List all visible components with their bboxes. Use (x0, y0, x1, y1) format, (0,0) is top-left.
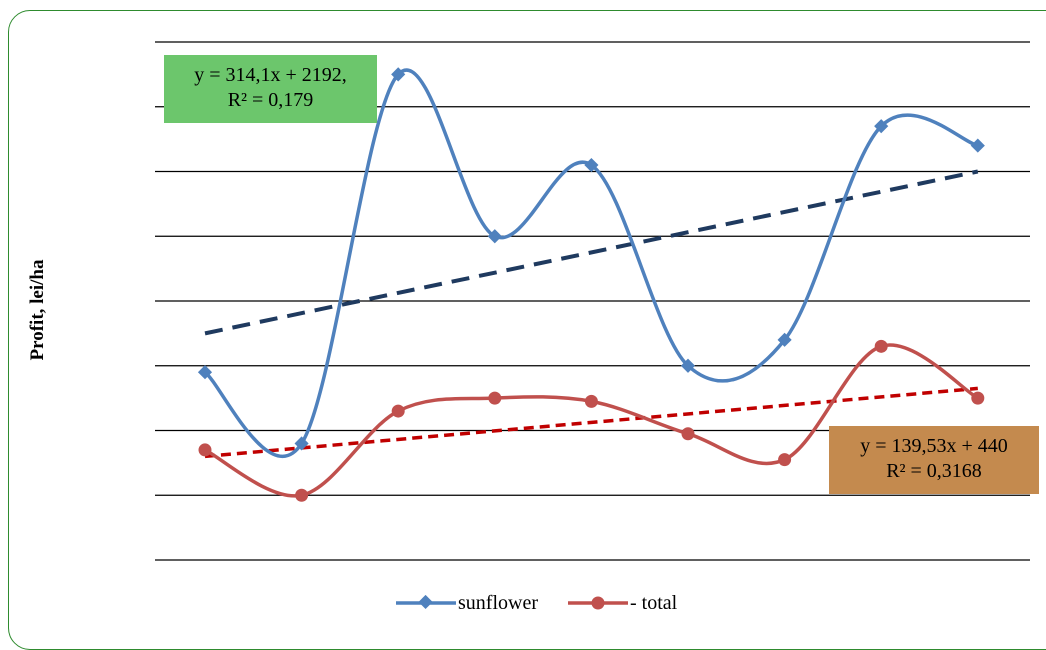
point-total-5 (584, 394, 598, 408)
point-total-6 (681, 427, 695, 441)
trendlines (204, 169, 979, 459)
point-sunflower-2 (294, 436, 309, 451)
legend: sunflower - total (396, 590, 707, 616)
point-total-2 (295, 488, 309, 502)
trendline-sunflower (204, 169, 979, 336)
series-line-sunflower (203, 68, 979, 458)
point-sunflower-1 (197, 365, 213, 380)
trendline-total (204, 386, 978, 459)
point-total-3 (391, 404, 405, 418)
trendline-label-total: y = 139,53x + 440 R² = 0,3168 (829, 426, 1039, 494)
legend-swatch-sunflower-icon (396, 595, 456, 610)
point-sunflower-5 (584, 157, 599, 173)
point-sunflower-8 (874, 119, 889, 134)
point-total-8 (874, 339, 888, 353)
legend-label-total: - total (629, 591, 678, 614)
point-sunflower-4 (487, 229, 502, 244)
trendline-r2-total: R² = 0,3168 (886, 460, 982, 482)
legend-item-sunflower: sunflower (396, 592, 538, 615)
point-total-9 (971, 391, 985, 405)
point-total-4 (488, 391, 502, 405)
point-sunflower-3 (391, 67, 406, 82)
trendline-equation-total: y = 139,53x + 440 (860, 435, 1008, 457)
point-total-7 (778, 453, 792, 467)
legend-item-total: - total (567, 591, 678, 615)
chart-plot (155, 41, 1030, 561)
point-sunflower-6 (680, 358, 696, 373)
trendline-r2-sunflower: R² = 0,179 (227, 89, 314, 111)
markers (197, 67, 985, 502)
legend-label-sunflower: sunflower (458, 591, 538, 614)
trendline-label-sunflower: y = 314,1x + 2192, R² = 0,179 (164, 55, 377, 123)
point-total-1 (198, 443, 212, 457)
trendline-equation-sunflower: y = 314,1x + 2192, (194, 64, 347, 86)
legend-swatch-total-icon (567, 596, 628, 610)
point-sunflower-9 (970, 138, 985, 153)
point-sunflower-7 (777, 332, 792, 347)
